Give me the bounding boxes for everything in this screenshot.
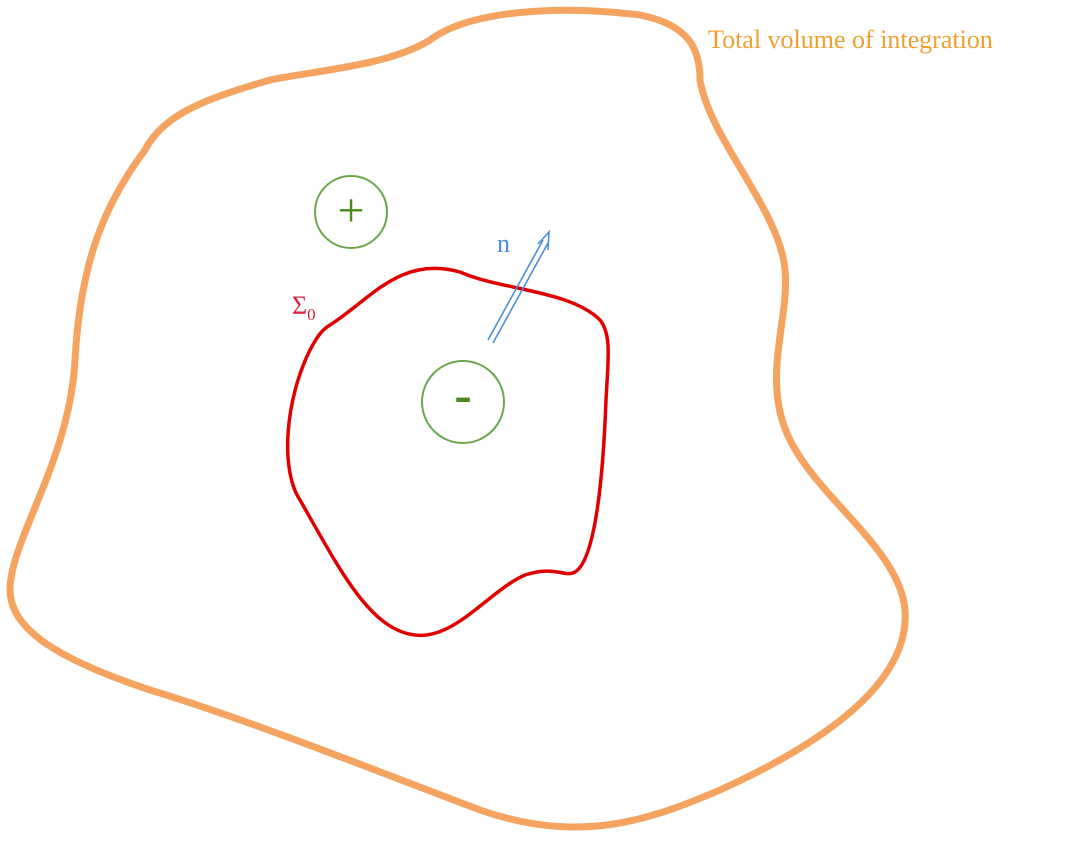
surface-symbol: Σ [292, 291, 307, 320]
surface-subscript: 0 [307, 305, 316, 324]
integration-volume-boundary [6, 6, 909, 831]
surface-sigma0 [285, 266, 610, 637]
plus-label: + [337, 184, 364, 237]
surface-label: Σ0 [292, 291, 316, 324]
normal-arrow [487, 229, 550, 344]
positive-charge [314, 175, 388, 249]
volume-label: Total volume of integration [708, 25, 993, 54]
normal-label: n [497, 229, 510, 258]
negative-charge [421, 360, 505, 444]
minus-label: - [454, 367, 471, 424]
